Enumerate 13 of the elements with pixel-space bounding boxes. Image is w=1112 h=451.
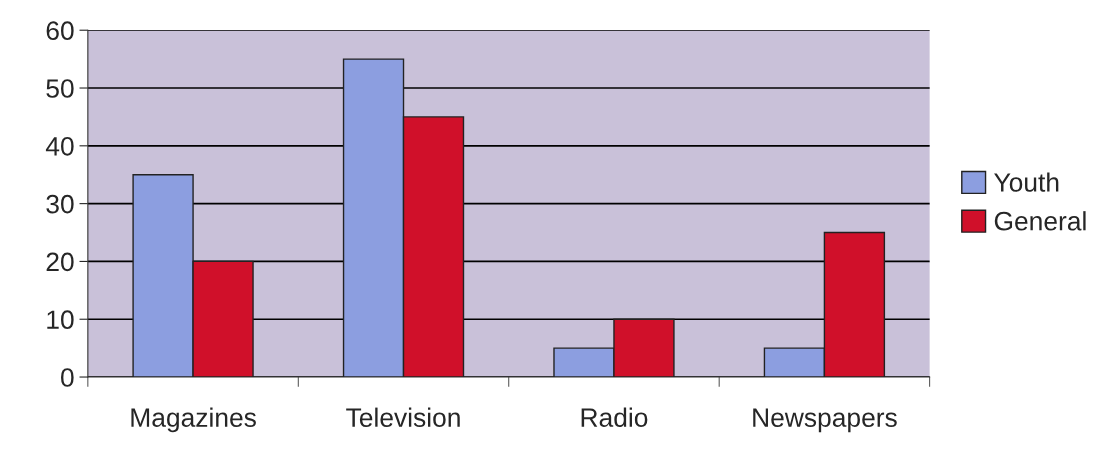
y-tick-label: 0 [61,368,74,387]
y-tick-label: 40 [45,136,74,156]
y-tick-label: 50 [46,79,74,98]
y-tick-label: 30 [46,194,74,214]
y-tick-label: 60 [46,21,74,41]
legend-label: General [994,211,1086,231]
y-tick-label: 10 [47,310,74,330]
x-tick-label: Television [346,407,460,427]
x-tick-label: Magazines [131,407,256,433]
x-tick-label: Radio [581,407,648,427]
y-tick-label: 20 [46,252,74,272]
x-tick-label: Newspapers [753,408,897,433]
legend-label: Youth [994,172,1059,192]
